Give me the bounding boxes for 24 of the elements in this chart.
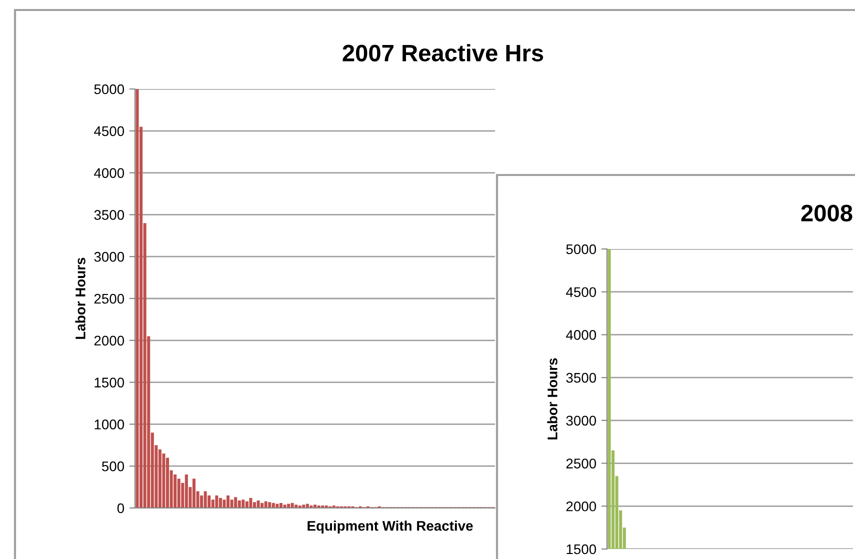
chart-title: 2007 Reactive Hrs — [342, 44, 544, 62]
y-tick-label: 2500 — [94, 294, 124, 304]
y-tick-label: 2000 — [94, 336, 124, 346]
y-tick-label: 1500 — [94, 378, 124, 388]
y-tick-label: 4000 — [94, 168, 124, 178]
chart-title: 2008 — [801, 204, 852, 222]
y-axis-title: Labor Hours — [75, 258, 86, 339]
y-tick-label: 3000 — [566, 416, 596, 426]
y-tick-label: 500 — [102, 461, 124, 472]
y-tick-label: 1000 — [94, 420, 124, 430]
y-tick-label: 5000 — [566, 244, 596, 254]
y-tick-label: 3500 — [566, 372, 596, 383]
x-axis-title: Equipment With Reactive — [308, 520, 473, 534]
y-tick-label: 4500 — [94, 126, 124, 136]
y-tick-label: 3500 — [94, 210, 124, 220]
y-tick-label: 0 — [117, 503, 124, 514]
y-tick-label: 1500 — [566, 544, 596, 554]
y-axis-title: Labor Hours — [547, 358, 558, 440]
y-tick-label: 4000 — [566, 330, 596, 340]
y-tick-label: 5000 — [94, 84, 124, 94]
y-tick-label: 2000 — [566, 501, 596, 512]
y-tick-label: 3000 — [94, 252, 124, 262]
y-tick-label: 2500 — [566, 458, 596, 468]
y-tick-label: 4500 — [566, 287, 596, 298]
